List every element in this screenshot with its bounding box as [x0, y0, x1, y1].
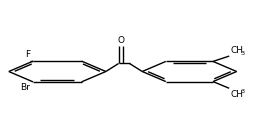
Text: 3: 3: [241, 50, 245, 55]
Text: F: F: [25, 50, 30, 59]
Text: CH: CH: [231, 46, 244, 55]
Text: Br: Br: [20, 83, 30, 92]
Text: 3: 3: [241, 89, 245, 94]
Text: O: O: [117, 36, 124, 45]
Text: CH: CH: [231, 90, 244, 99]
